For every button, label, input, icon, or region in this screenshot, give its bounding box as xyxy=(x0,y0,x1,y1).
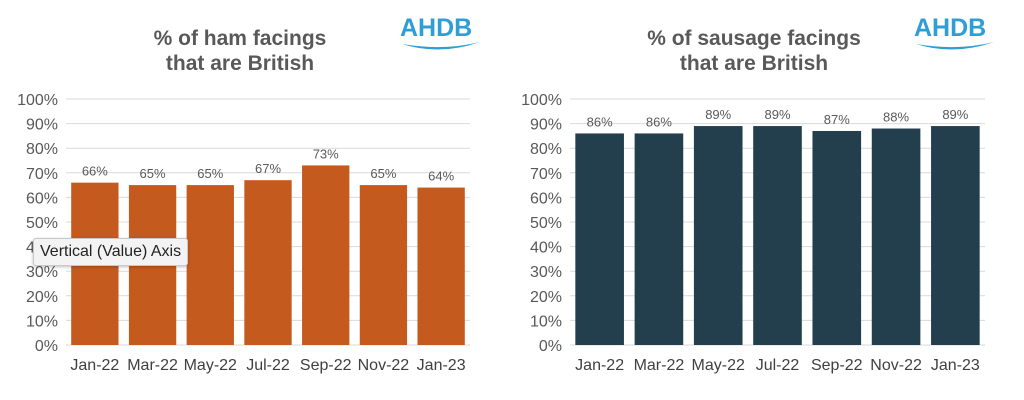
ham-bar-nov-22 xyxy=(359,185,408,345)
ham-chart-title-line-1: % of ham facings xyxy=(153,27,327,50)
ham-x-tick-label: Sep-22 xyxy=(300,357,352,374)
sausage-bar-mar-22 xyxy=(634,133,684,345)
ham-y-tick-label: 10% xyxy=(26,313,58,330)
sausage-chart-title-line-2: that are British xyxy=(679,52,829,75)
sausage-bar-chart: 0% 10% 20% 30% 40% 50% 60% 70% 80% 90% 100% 86% Jan-… xyxy=(521,92,985,374)
sausage-x-tick-label: Jan-22 xyxy=(575,357,624,374)
ahdb-logo: AHDB xyxy=(400,14,490,54)
ham-chart-panel: 0%10%20%30%40%50%60%70%80%90%100%66%Jan-… xyxy=(17,14,490,374)
sausage-data-label: 87% xyxy=(824,112,850,127)
ahdb-logo-text: AHDB xyxy=(400,14,473,42)
vertical-axis-tooltip: Vertical (Value) Axis xyxy=(33,238,189,266)
sausage-y-tick-label: 0% xyxy=(539,338,562,355)
sausage-y-tick-label: 60% xyxy=(530,190,562,207)
sausage-y-tick-label: 40% xyxy=(530,240,562,257)
sausage-data-label: 89% xyxy=(764,107,790,122)
ham-data-label: 67% xyxy=(255,161,281,176)
ham-data-label: 65% xyxy=(197,166,223,181)
sausage-x-tick-label: Jan-23 xyxy=(931,357,980,374)
sausage-y-tick-label: 80% xyxy=(530,141,562,158)
sausage-x-tick-label: Sep-22 xyxy=(811,357,863,374)
ahdb-logo-text: AHDB xyxy=(914,14,987,42)
sausage-bar-nov-22 xyxy=(871,128,921,345)
sausage-y-tick-label: 90% xyxy=(530,117,562,134)
ham-x-tick-label: Nov-22 xyxy=(358,357,410,374)
sausage-data-label: 89% xyxy=(942,107,968,122)
sausage-bar-may-22 xyxy=(693,126,743,345)
ham-y-tick-label: 90% xyxy=(26,117,58,134)
sausage-data-label: 86% xyxy=(587,114,613,129)
ham-x-tick-label: May-22 xyxy=(184,357,237,374)
ham-y-tick-label: 70% xyxy=(26,166,58,183)
sausage-x-tick-label: May-22 xyxy=(692,357,745,374)
sausage-data-label: 88% xyxy=(883,110,909,125)
sausage-y-tick-label: 30% xyxy=(530,264,562,281)
sausage-y-tick-label: 20% xyxy=(530,289,562,306)
sausage-bar-jan-22 xyxy=(575,133,624,345)
sausage-chart-title: % of sausage facings that are British xyxy=(584,26,924,76)
sausage-y-tick-label: 100% xyxy=(521,92,562,109)
ham-y-tick-label: 0% xyxy=(35,338,58,355)
sausage-x-tick-label: Jul-22 xyxy=(756,357,800,374)
ham-data-label: 66% xyxy=(82,164,108,179)
sausage-y-tick-label: 70% xyxy=(530,166,562,183)
ham-y-tick-label: 100% xyxy=(17,92,58,109)
ham-x-tick-label: Jan-22 xyxy=(70,357,119,374)
ham-y-tick-label: 50% xyxy=(26,215,58,232)
ham-x-tick-label: Jul-22 xyxy=(246,357,290,374)
ham-y-tick-label: 80% xyxy=(26,141,58,158)
ham-x-tick-label: Jan-23 xyxy=(417,357,466,374)
sausage-x-tick-label: Nov-22 xyxy=(870,357,922,374)
sausage-x-tick-label: Mar-22 xyxy=(634,357,685,374)
ahdb-logo-swoosh-icon xyxy=(916,42,994,50)
sausage-chart-panel: 0% 10% 20% 30% 40% 50% 60% 70% 80% 90% 100% 86% Jan-… xyxy=(512,0,1024,400)
ham-bar-sep-22 xyxy=(302,165,350,345)
sausage-chart-title-line-1: % of sausage facings xyxy=(647,27,861,50)
ham-y-tick-label: 20% xyxy=(26,289,58,306)
ham-data-label: 73% xyxy=(313,146,339,161)
ham-y-tick-label: 60% xyxy=(26,190,58,207)
sausage-bar-jul-22 xyxy=(753,126,802,345)
ham-y-tick-label: 30% xyxy=(26,264,58,281)
ahdb-logo-swoosh-icon xyxy=(402,42,480,50)
ham-data-label: 64% xyxy=(428,169,454,184)
ham-bar-may-22 xyxy=(186,185,234,345)
ham-data-label: 65% xyxy=(140,166,166,181)
ham-x-tick-label: Mar-22 xyxy=(127,357,178,374)
sausage-y-tick-label: 10% xyxy=(530,313,562,330)
sausage-data-label: 89% xyxy=(705,107,731,122)
sausage-data-label: 86% xyxy=(646,114,672,129)
ham-bar-jul-22 xyxy=(244,180,292,345)
ham-chart-title: % of ham facings that are British xyxy=(70,26,410,76)
ahdb-logo: AHDB xyxy=(914,14,1004,54)
sausage-y-tick-label: 50% xyxy=(530,215,562,232)
ham-data-label: 65% xyxy=(370,166,396,181)
ham-bar-jan-23 xyxy=(417,187,465,345)
sausage-bar-jan-23 xyxy=(931,126,980,345)
sausage-bar-sep-22 xyxy=(812,130,862,345)
ham-chart-title-line-2: that are British xyxy=(165,52,315,75)
